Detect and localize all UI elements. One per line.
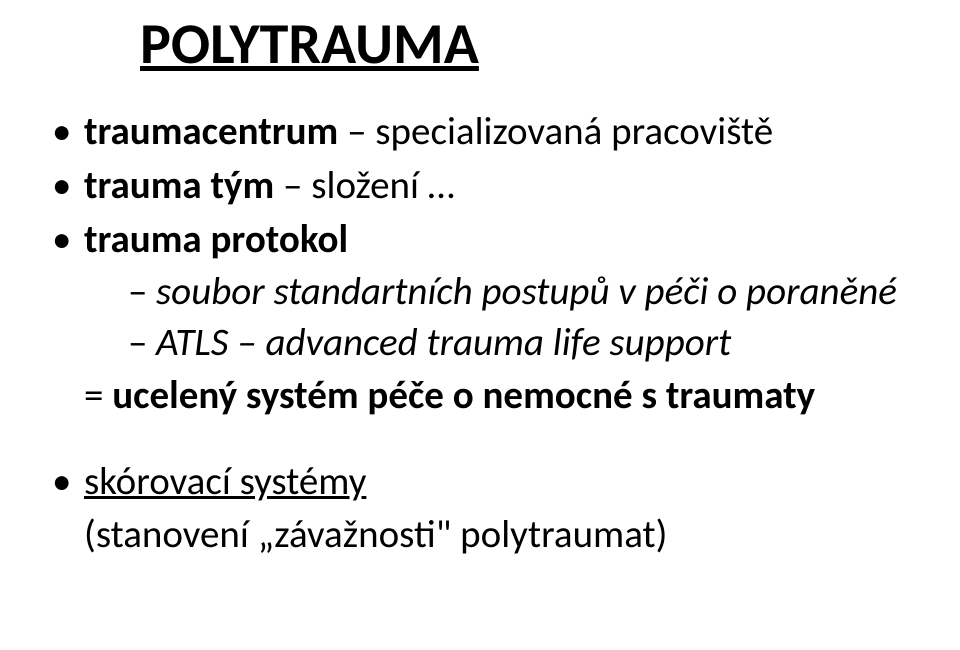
- sub-bullet-list: soubor standartních postupů v péči o por…: [84, 267, 910, 367]
- bullet-rest: – specializovaná pracoviště: [338, 108, 773, 155]
- sub-bullet-soubor: soubor standartních postupů v péči o por…: [128, 267, 910, 316]
- bullet-trauma-tym: trauma tým – složení …: [50, 161, 910, 211]
- summary-line: = ucelený systém péče o nemocné s trauma…: [50, 371, 910, 421]
- bullet-underline: skórovací systémy: [84, 458, 366, 505]
- sub-bullet-atls: ATLS – advanced trauma life support: [128, 318, 910, 367]
- bullet-list-2: skórovací systémy: [50, 457, 910, 507]
- summary-bold: ucelený systém péče o nemocné s traumaty: [112, 372, 815, 419]
- bullet-label: trauma tým: [84, 162, 274, 209]
- paren-line: (stanovení „závažnosti" polytraumat): [50, 511, 910, 558]
- bullet-label: traumacentrum: [84, 108, 338, 155]
- equals-prefix: =: [84, 372, 112, 419]
- bullet-traumacentrum: traumacentrum – specializovaná pracovišt…: [50, 107, 910, 157]
- bullet-skorovaci: skórovací systémy: [50, 457, 910, 507]
- page-title: POLYTRAUMA: [140, 8, 910, 79]
- bullet-rest: – složení …: [274, 162, 454, 209]
- bullet-trauma-protokol: trauma protokol soubor standartních post…: [50, 215, 910, 367]
- slide: POLYTRAUMA traumacentrum – specializovan…: [0, 0, 960, 650]
- bullet-label: trauma protokol: [84, 216, 348, 263]
- bullet-list: traumacentrum – specializovaná pracovišt…: [50, 107, 910, 367]
